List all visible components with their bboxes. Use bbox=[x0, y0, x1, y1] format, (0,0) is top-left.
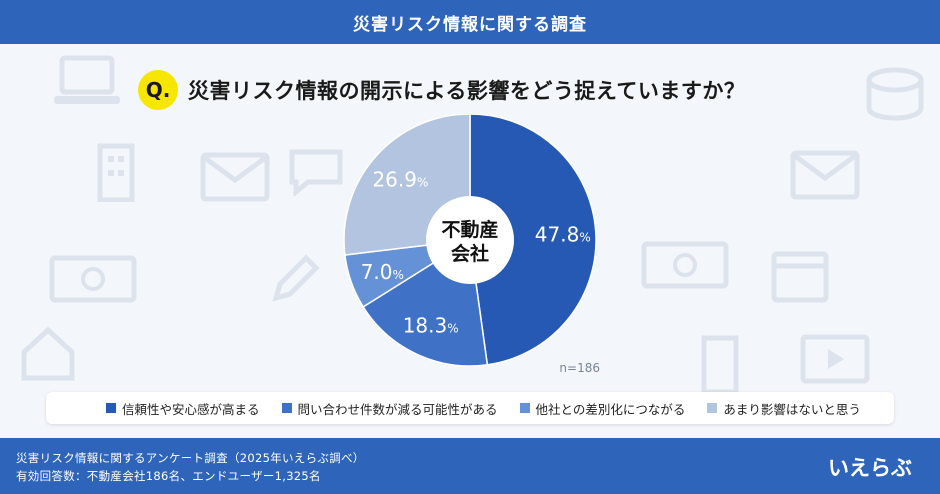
respondent-count: 有効回答数：不動産会社186名、エンドユーザー1,325名 bbox=[16, 469, 321, 483]
pencil-icon bbox=[270, 254, 320, 314]
main-content: Q. 災害リスク情報の開示による影響をどう捉えていますか？ 47.8% 18.3%… bbox=[0, 44, 940, 438]
pie-chart: 47.8% 18.3% 7.0% 26.9% 不動産会社 n=186 bbox=[343, 114, 600, 375]
envelope-icon bbox=[200, 152, 270, 212]
header-bar: 災害リスク情報に関する調査 bbox=[0, 0, 940, 44]
chart-legend: 信頼性や安心感が高まる 問い合わせ件数が減る可能性がある 他社との差別化につながる あ… bbox=[46, 392, 894, 424]
cloud-icon bbox=[860, 64, 930, 134]
page-title: 災害リスク情報に関する調査 bbox=[353, 14, 587, 35]
pie-label-inquiries: 18.3% bbox=[403, 313, 459, 337]
video-icon bbox=[800, 334, 870, 394]
question: Q. 災害リスク情報の開示による影響をどう捉えていますか？ bbox=[138, 70, 745, 110]
money-icon bbox=[640, 240, 730, 300]
footer-bar: 災害リスク情報に関するアンケート調査（2025年いえらぶ調べ） 有効回答数：不動… bbox=[0, 438, 940, 494]
calendar-icon bbox=[770, 244, 830, 314]
legend-label: あまり影響はないと思う bbox=[723, 401, 861, 417]
house-icon bbox=[18, 324, 78, 394]
pie-center-circle bbox=[426, 196, 514, 284]
legend-swatch bbox=[281, 403, 292, 413]
money-icon bbox=[48, 254, 138, 314]
logo-text: いえらぶ bbox=[828, 456, 912, 480]
pie-center-label-line1: 不動産 bbox=[441, 218, 498, 241]
building-icon bbox=[96, 142, 136, 212]
pie-label-differentiation: 7.0% bbox=[361, 260, 404, 284]
legend-label: 信頼性や安心感が高まる bbox=[122, 401, 260, 417]
survey-title: 災害リスク情報に関するアンケート調査（2025年いえらぶ調べ） bbox=[16, 451, 365, 465]
question-badge: Q. bbox=[138, 70, 178, 110]
legend-item-reliability: 信頼性や安心感が高まる bbox=[106, 399, 260, 418]
legend-swatch bbox=[519, 403, 530, 413]
chat-icon bbox=[286, 146, 346, 206]
legend-label: 問い合わせ件数が減る可能性がある bbox=[297, 401, 498, 417]
legend-swatch bbox=[106, 403, 116, 413]
envelope-icon bbox=[790, 150, 860, 210]
ierabu-logo: いえらぶ bbox=[828, 456, 912, 480]
legend-label: 他社との差別化につながる bbox=[535, 401, 686, 417]
pie-label-reliability: 47.8% bbox=[535, 223, 591, 247]
legend-swatch bbox=[707, 403, 718, 413]
legend-item-no-impact: あまり影響はないと思う bbox=[707, 399, 861, 418]
question-text: 災害リスク情報の開示による影響をどう捉えていますか？ bbox=[188, 79, 746, 103]
pie-label-no-impact: 26.9% bbox=[372, 167, 428, 191]
laptop-icon bbox=[52, 52, 122, 122]
pie-center-label-line2: 会社 bbox=[451, 242, 489, 265]
legend-item-inquiries: 問い合わせ件数が減る可能性がある bbox=[281, 399, 498, 418]
pie-slice-reliability bbox=[469, 114, 597, 366]
sample-size: n=186 bbox=[559, 361, 600, 375]
legend-item-differentiation: 他社との差別化につながる bbox=[519, 399, 686, 418]
